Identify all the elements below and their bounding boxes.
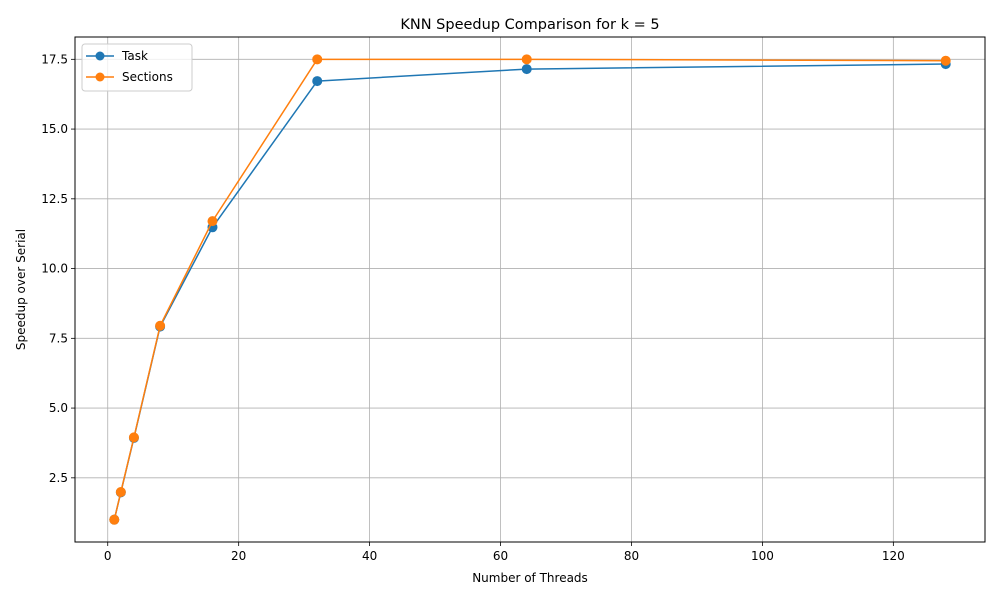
y-tick-label: 10.0 bbox=[41, 262, 68, 276]
data-point-sections bbox=[312, 54, 323, 65]
legend: Task Sections bbox=[81, 43, 193, 92]
data-point-sections bbox=[155, 320, 166, 331]
legend-marker-sections bbox=[95, 72, 105, 82]
legend-label-sections: Sections bbox=[122, 70, 173, 84]
data-point-sections bbox=[521, 54, 532, 65]
data-point-sections bbox=[109, 514, 120, 525]
x-tick-label: 60 bbox=[493, 549, 508, 563]
y-tick-label: 2.5 bbox=[49, 471, 68, 485]
data-point-sections bbox=[207, 216, 218, 227]
y-axis-label: Speedup over Serial bbox=[14, 229, 28, 350]
x-tick-label: 100 bbox=[751, 549, 774, 563]
x-tick-label: 120 bbox=[882, 549, 905, 563]
data-point-sections bbox=[940, 55, 951, 66]
x-tick-label: 20 bbox=[231, 549, 246, 563]
y-tick-label: 7.5 bbox=[49, 331, 68, 345]
plot-frame bbox=[74, 36, 986, 543]
y-tick-label: 15.0 bbox=[41, 122, 68, 136]
series-lines bbox=[109, 54, 951, 525]
data-point-sections bbox=[128, 432, 139, 443]
legend-marker-task bbox=[95, 51, 105, 61]
y-tick-label: 17.5 bbox=[41, 52, 68, 66]
legend-label-task: Task bbox=[121, 49, 148, 63]
y-tick-label: 5.0 bbox=[49, 401, 68, 415]
x-tick-label: 0 bbox=[104, 549, 112, 563]
y-tick-label: 12.5 bbox=[41, 192, 68, 206]
x-axis-label: Number of Threads bbox=[472, 571, 588, 585]
axis-ticks: 0 20 40 60 80 100 120 2.5 5.0 7.5 10.0 12.5 15.0 17.5 bbox=[41, 52, 905, 563]
data-point-task bbox=[521, 64, 532, 75]
data-point-sections bbox=[115, 487, 126, 498]
chart-title: KNN Speedup Comparison for k = 5 bbox=[400, 17, 659, 33]
x-tick-label: 40 bbox=[362, 549, 377, 563]
x-tick-label: 80 bbox=[624, 549, 639, 563]
series-line-sections bbox=[113, 58, 946, 520]
data-point-task bbox=[312, 76, 323, 87]
